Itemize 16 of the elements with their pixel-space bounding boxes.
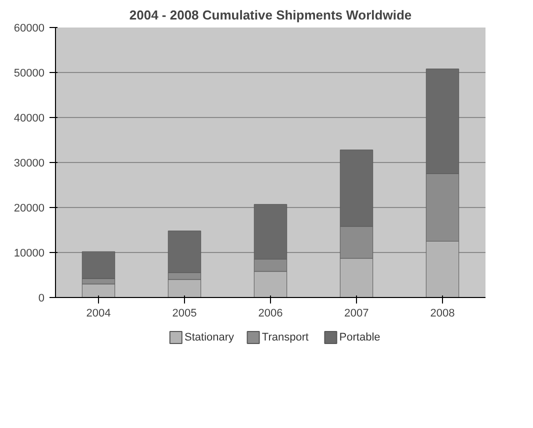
- legend-label: Transport: [262, 332, 309, 344]
- x-tick-label: 2005: [172, 308, 197, 320]
- legend-label: Stationary: [184, 332, 235, 344]
- y-tick-label: 60000: [14, 22, 45, 34]
- y-tick-label: 10000: [14, 248, 45, 260]
- y-tick-label: 50000: [14, 68, 45, 80]
- y-tick-label: 40000: [14, 112, 45, 124]
- x-tick-label: 2004: [86, 308, 111, 320]
- x-tick-label: 2007: [344, 308, 369, 320]
- y-tick-label: 30000: [14, 158, 45, 170]
- x-tick-label: 2008: [430, 308, 455, 320]
- x-tick-label: 2006: [258, 308, 283, 320]
- y-tick-label: 20000: [14, 202, 45, 214]
- legend-label: Portable: [339, 332, 380, 344]
- chart-title: 2004 - 2008 Cumulative Shipments Worldwide: [129, 8, 412, 22]
- y-tick-label: 0: [38, 292, 45, 304]
